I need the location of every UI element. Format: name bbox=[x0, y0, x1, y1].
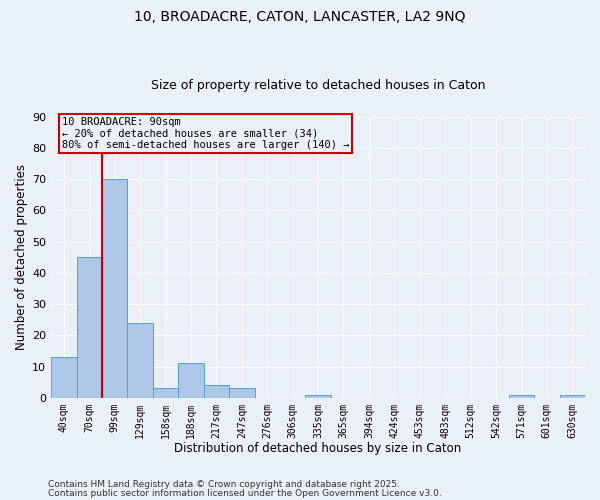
Text: 10 BROADACRE: 90sqm
← 20% of detached houses are smaller (34)
80% of semi-detach: 10 BROADACRE: 90sqm ← 20% of detached ho… bbox=[62, 117, 349, 150]
Text: Contains public sector information licensed under the Open Government Licence v3: Contains public sector information licen… bbox=[48, 488, 442, 498]
Bar bbox=[203, 385, 229, 398]
Bar bbox=[560, 394, 585, 398]
Bar bbox=[153, 388, 178, 398]
X-axis label: Distribution of detached houses by size in Caton: Distribution of detached houses by size … bbox=[175, 442, 462, 455]
Text: Contains HM Land Registry data © Crown copyright and database right 2025.: Contains HM Land Registry data © Crown c… bbox=[48, 480, 400, 489]
Bar bbox=[102, 179, 127, 398]
Text: 10, BROADACRE, CATON, LANCASTER, LA2 9NQ: 10, BROADACRE, CATON, LANCASTER, LA2 9NQ bbox=[134, 10, 466, 24]
Title: Size of property relative to detached houses in Caton: Size of property relative to detached ho… bbox=[151, 79, 485, 92]
Y-axis label: Number of detached properties: Number of detached properties bbox=[15, 164, 28, 350]
Bar bbox=[77, 257, 102, 398]
Bar bbox=[509, 394, 534, 398]
Bar bbox=[305, 394, 331, 398]
Bar bbox=[229, 388, 254, 398]
Bar bbox=[178, 364, 203, 398]
Bar bbox=[51, 357, 77, 398]
Bar bbox=[127, 323, 153, 398]
